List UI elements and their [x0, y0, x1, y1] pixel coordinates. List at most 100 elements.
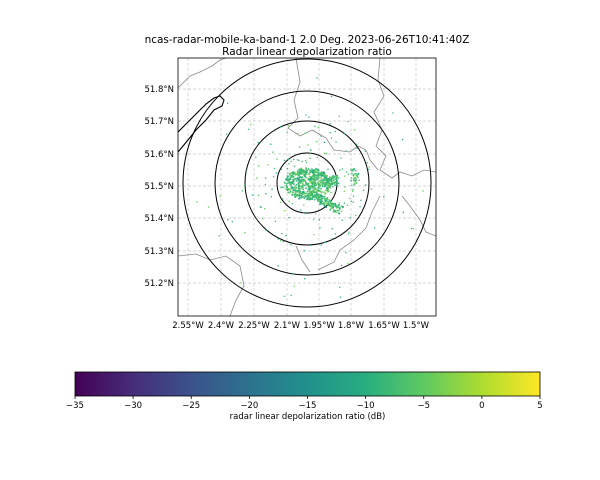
radar-echo: [325, 179, 327, 181]
radar-echo: [304, 132, 306, 134]
radar-echo: [309, 181, 312, 183]
radar-echo: [297, 171, 299, 173]
radar-echo: [327, 186, 330, 189]
radar-echo: [310, 184, 312, 187]
radar-echo: [355, 177, 357, 180]
radar-echo: [353, 180, 355, 182]
radar-echo: [316, 197, 319, 200]
radar-echo: [296, 193, 298, 196]
radar-echo: [283, 181, 286, 184]
radar-echo: [319, 196, 322, 198]
radar-echo: [352, 169, 354, 171]
radar-echo: [329, 186, 332, 189]
radar-echo: [293, 285, 295, 287]
radar-echo: [329, 184, 331, 187]
radar-echo: [306, 195, 309, 198]
radar-echo: [412, 228, 415, 230]
radar-echo: [286, 188, 289, 190]
colorbar-tick-label: −35: [66, 401, 84, 411]
radar-echo: [301, 171, 304, 173]
radar-echo: [291, 172, 293, 174]
radar-echo: [290, 244, 292, 246]
lon-tick-label: 2.4°W: [208, 321, 235, 331]
radar-echo: [364, 150, 366, 152]
radar-echo: [327, 177, 330, 180]
radar-echo: [329, 183, 332, 185]
radar-echo: [348, 231, 350, 233]
radar-echo: [338, 212, 341, 215]
radar-echo: [327, 188, 330, 191]
radar-echo: [352, 201, 354, 203]
radar-echo: [352, 174, 355, 176]
radar-echo: [324, 184, 326, 187]
range-ring: [244, 120, 370, 246]
radar-echo: [315, 171, 318, 174]
radar-echo: [252, 194, 254, 196]
radar-echo: [310, 178, 312, 181]
radar-echo: [358, 179, 360, 181]
radar-echo: [315, 183, 317, 186]
radar-echo: [257, 165, 260, 167]
lat-tick-label: 51.6°N: [144, 150, 174, 160]
radar-echo: [283, 187, 285, 189]
radar-echo: [293, 165, 295, 167]
radar-echo: [349, 216, 352, 219]
radar-echo: [352, 190, 354, 192]
radar-echo: [294, 174, 297, 176]
radar-echo: [314, 195, 317, 198]
radar-echo: [319, 202, 322, 204]
radar-echo: [323, 178, 325, 180]
radar-echo: [383, 196, 385, 198]
radar-echo: [315, 167, 317, 170]
radar-echo: [273, 130, 275, 132]
radar-echo: [292, 173, 294, 176]
radar-echo: [302, 191, 305, 194]
border-line: [373, 58, 436, 179]
radar-echo: [344, 133, 346, 135]
radar-echo: [340, 205, 343, 207]
radar-echo: [347, 262, 349, 265]
radar-echo: [314, 194, 316, 197]
radar-echo: [312, 218, 315, 221]
radar-echo: [312, 191, 314, 194]
radar-echo: [313, 196, 316, 198]
radar-echo: [285, 184, 288, 187]
radar-echo: [296, 178, 299, 180]
radar-echo: [312, 196, 315, 198]
radar-echo: [285, 178, 287, 181]
radar-echo: [312, 187, 314, 189]
longitude-tick-labels: 2.55°W 2.4°W 2.25°W 2.1°W 1.95°W 1.8°W 1.65°W 1…: [172, 321, 429, 331]
radar-echo: [352, 195, 355, 198]
lat-tick-label: 51.3°N: [144, 247, 174, 257]
radar-echo: [353, 173, 355, 176]
radar-echo: [282, 240, 285, 243]
radar-echo: [319, 227, 321, 229]
radar-echo: [350, 177, 353, 179]
radar-echo: [330, 207, 332, 210]
radar-echo: [285, 235, 287, 237]
radar-echo: [355, 182, 358, 184]
radar-echo: [340, 210, 343, 213]
radar-echo: [333, 204, 336, 206]
radar-echo: [288, 188, 290, 191]
radar-echo: [320, 198, 323, 200]
radar-echo: [343, 202, 346, 204]
radar-echo: [290, 184, 292, 187]
radar-echo: [290, 187, 293, 189]
radar-echo: [318, 193, 321, 196]
radar-echo: [290, 189, 292, 191]
radar-echo: [277, 265, 279, 267]
radar-echo: [286, 186, 288, 189]
radar-echo: [317, 126, 320, 129]
radar-echo: [328, 201, 331, 204]
radar-echo: [329, 132, 331, 134]
radar-echo: [332, 211, 335, 213]
radar-echo: [343, 190, 345, 192]
radar-echo: [298, 173, 301, 176]
radar-echo: [260, 206, 263, 209]
radar-echo: [337, 212, 340, 215]
radar-echo: [280, 240, 282, 242]
radar-echo: [317, 198, 319, 201]
radar-echo: [324, 199, 326, 202]
radar-echo: [256, 177, 258, 179]
